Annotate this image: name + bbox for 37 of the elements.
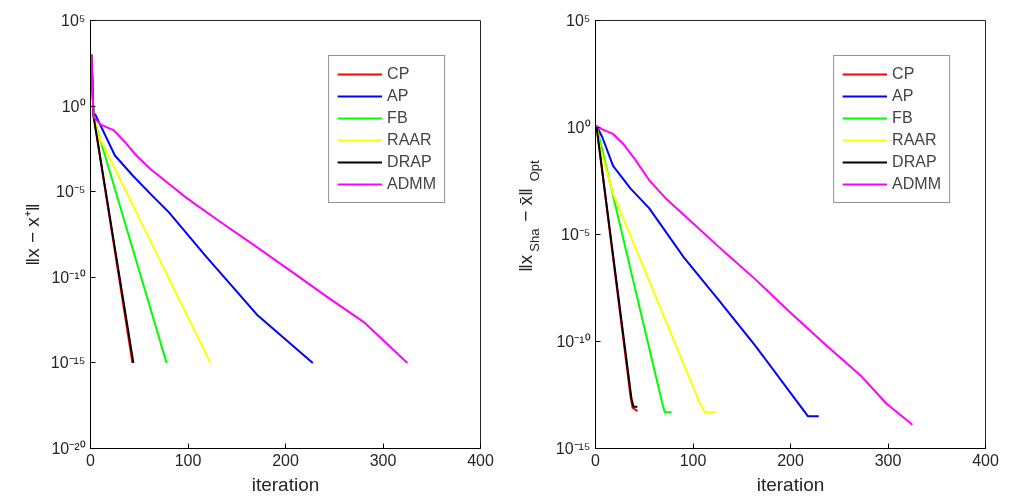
x-tick-label: 400 [467, 451, 494, 469]
y-tick-label: 10⁻¹⁰ [556, 333, 591, 350]
x-tick-label: 0 [86, 451, 96, 469]
y-tick-label: 10⁰ [61, 97, 86, 115]
y-tick-label: 10⁵ [61, 12, 86, 29]
x-tick-label: 100 [174, 451, 202, 469]
y-tick-label: 10⁻¹⁰ [51, 268, 86, 286]
y-tick-label: 10⁻¹⁵ [50, 354, 86, 372]
legend-label: RAAR [387, 131, 432, 149]
legend-label: RAAR [892, 131, 937, 149]
x-tick-label: 0 [591, 451, 601, 469]
legend-label: DRAP [892, 153, 937, 171]
y-tick-label: 10⁻⁵ [561, 226, 591, 243]
legend-label: FB [892, 109, 913, 127]
legend-label: ADMM [387, 175, 436, 193]
legend-label: AP [892, 87, 914, 105]
legend-label: FB [387, 109, 408, 127]
x-tick-label: 200 [272, 451, 299, 469]
legend-label: DRAP [387, 153, 432, 171]
x-tick-label: 300 [874, 451, 902, 469]
x-tick-label: 100 [679, 451, 707, 469]
legend-label: ADMM [892, 175, 941, 193]
y-tick-label: 10⁻⁵ [56, 183, 86, 201]
y-tick-label: 10⁵ [566, 12, 591, 29]
legend-label: CP [387, 65, 410, 83]
y-axis-title: ‖xSha − x̄‖Opt [514, 160, 542, 273]
x-tick-label: 300 [369, 451, 397, 469]
y-tick-label: 10⁰ [566, 119, 591, 136]
y-tick-label: 10⁻²⁰ [51, 440, 86, 457]
legend-label: CP [892, 65, 915, 83]
x-axis-title: iteration [251, 473, 320, 495]
x-axis-title: iteration [756, 473, 825, 495]
x-tick-label: 400 [972, 451, 999, 469]
legend-label: AP [387, 87, 409, 105]
x-tick-label: 200 [777, 451, 804, 469]
y-axis-title: ‖x − x⁺‖ [21, 203, 43, 266]
y-tick-label: 10⁻¹⁵ [555, 440, 591, 457]
